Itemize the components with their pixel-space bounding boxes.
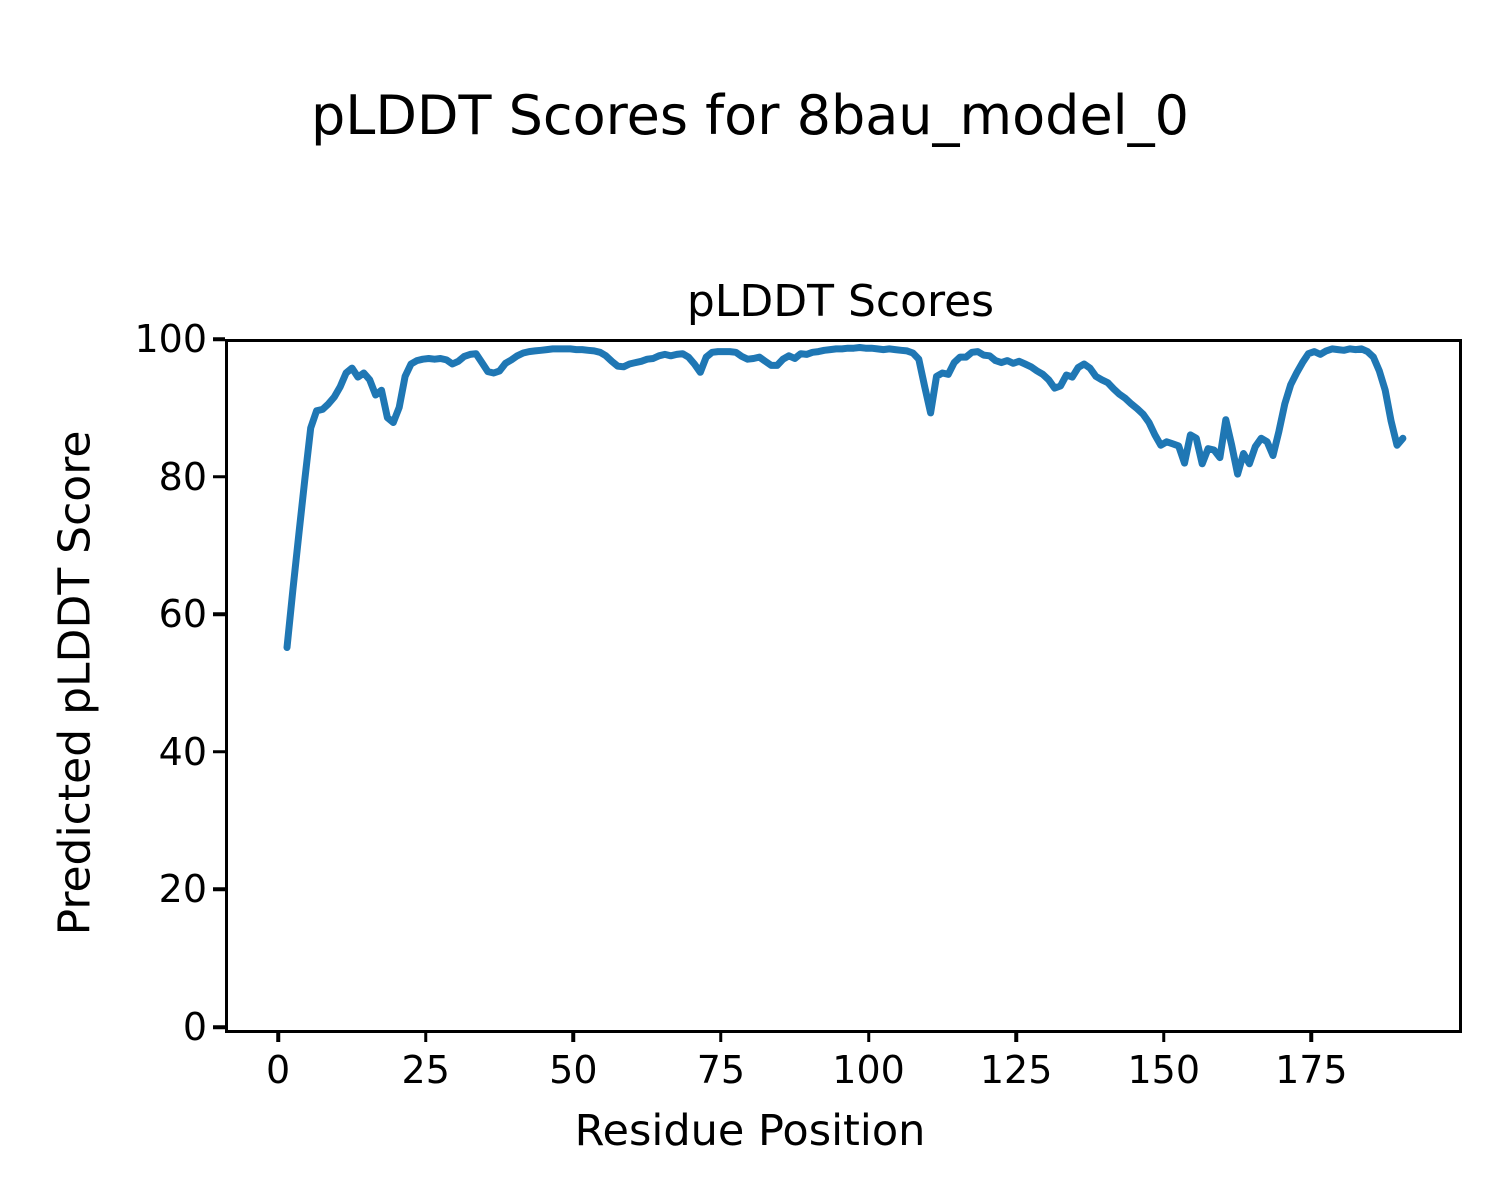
x-tick-mark	[1309, 1030, 1314, 1042]
x-tick-label: 150	[1127, 1048, 1200, 1092]
x-tick-mark	[1014, 1030, 1018, 1042]
y-tick-mark	[213, 474, 225, 479]
x-tick-mark	[276, 1030, 280, 1042]
y-tick-mark	[213, 1025, 225, 1029]
x-tick-label: 175	[1275, 1048, 1348, 1092]
x-tick-mark	[719, 1030, 723, 1042]
y-tick-mark	[213, 750, 225, 754]
y-tick-mark	[213, 612, 225, 616]
y-tick-label: 80	[158, 454, 207, 499]
x-tick-label: 100	[832, 1048, 905, 1092]
x-tick-mark	[423, 1030, 428, 1042]
x-tick-mark	[866, 1030, 871, 1042]
x-axis-label: Residue Position	[574, 1106, 926, 1156]
plddt-line-chart	[283, 344, 1407, 651]
x-tick-mark	[1161, 1030, 1166, 1042]
x-tick-label: 50	[549, 1048, 598, 1092]
x-tick-label: 25	[401, 1048, 450, 1092]
plot-area	[225, 339, 1462, 1033]
plddt-line-series	[283, 344, 1407, 651]
x-tick-label: 75	[696, 1048, 746, 1092]
figure-title: pLDDT Scores for 8bau_model_0	[310, 84, 1190, 147]
x-tick-label: 0	[266, 1048, 291, 1092]
y-tick-label: 100	[134, 317, 207, 361]
y-tick-label: 60	[158, 592, 207, 637]
y-tick-label: 40	[158, 729, 207, 774]
y-tick-mark	[213, 337, 225, 341]
x-tick-label: 125	[979, 1048, 1053, 1092]
y-axis-label: Predicted pLDDT Score	[49, 430, 101, 936]
y-tick-label: 0	[182, 1005, 207, 1049]
y-tick-label: 20	[158, 867, 207, 912]
x-tick-mark	[571, 1030, 576, 1042]
y-tick-mark	[213, 887, 225, 892]
axes-title: pLDDT Scores	[686, 276, 995, 327]
